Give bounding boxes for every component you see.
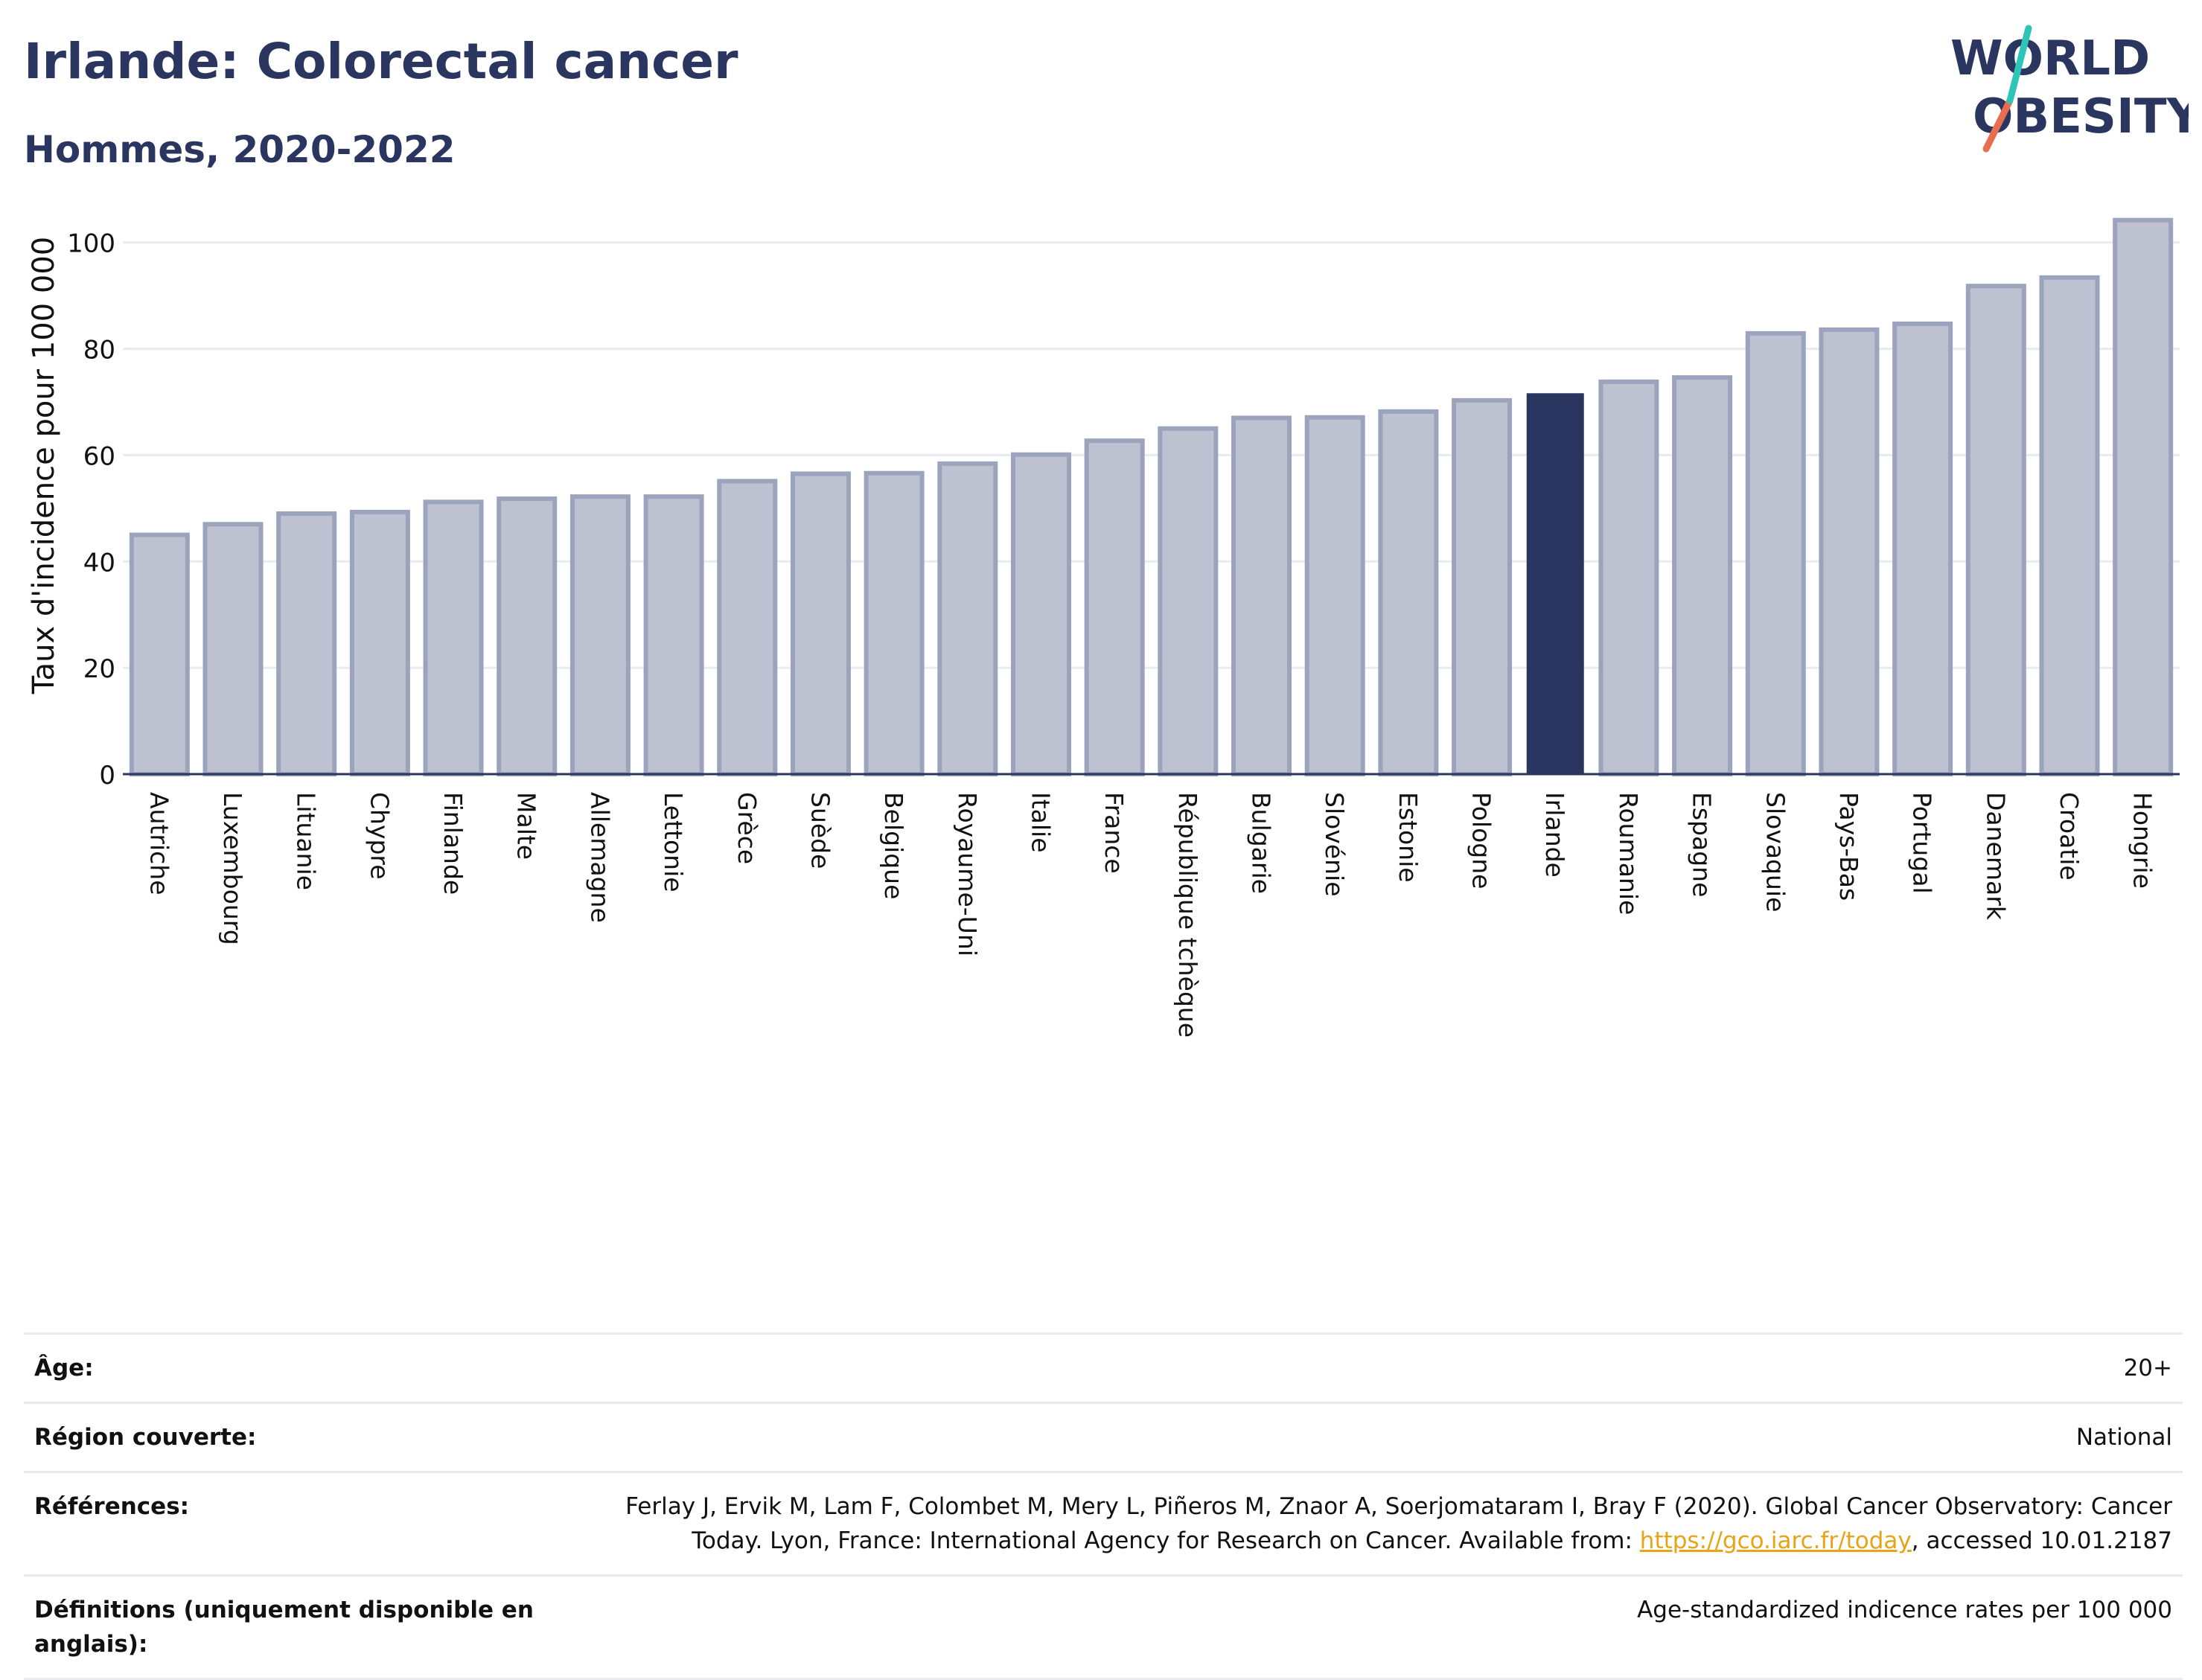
region-value: National — [581, 1402, 2183, 1472]
bar-roumanie — [1598, 379, 1659, 776]
bar-chypre — [349, 509, 410, 776]
bar-hongrie — [2113, 217, 2174, 776]
x-tick-label: Royaume-Uni — [953, 792, 982, 956]
x-tick-label: Belgique — [879, 792, 908, 899]
y-axis-label: Taux d'incidence pour 100 000 — [27, 237, 61, 694]
x-axis-labels: Autriche Luxembourg Lituanie Chypre Finlande… — [144, 792, 2157, 1038]
x-tick-label: Espagne — [1688, 792, 1717, 897]
age-label: Âge: — [24, 1332, 581, 1403]
bar-bulgarie — [1231, 415, 1292, 777]
x-tick-label: Finlande — [438, 792, 467, 895]
x-tick-label: Estonie — [1394, 792, 1423, 883]
bar-italie — [1010, 452, 1071, 776]
bar-gr-ce — [717, 479, 778, 777]
x-tick-label: Croatie — [2055, 792, 2084, 881]
bar-autriche — [129, 532, 190, 776]
references-value: Ferlay J, Ervik M, Lam F, Colombet M, Me… — [581, 1471, 2183, 1576]
bar-slovaquie — [1745, 330, 1806, 777]
x-tick-label: Autriche — [144, 792, 173, 895]
bars — [129, 217, 2174, 777]
x-tick-label: Malte — [512, 792, 541, 860]
x-tick-label: Chypre — [365, 792, 394, 880]
x-tick-label: Lituanie — [292, 792, 321, 890]
bar-slov-nie — [1304, 415, 1365, 776]
chart-subtitle: Hommes, 2020-2022 — [24, 128, 456, 171]
x-tick-label: Portugal — [1908, 792, 1937, 894]
bar-estonie — [1378, 409, 1439, 776]
age-value: 20+ — [581, 1332, 2183, 1403]
bar-portugal — [1892, 322, 1953, 776]
x-tick-label: Bulgarie — [1247, 792, 1276, 894]
x-tick-label: Danemark — [1981, 792, 2010, 921]
references-label: Références: — [24, 1471, 581, 1576]
definitions-value: Age-standardized indicence rates per 100… — [581, 1574, 2183, 1680]
x-tick-label: France — [1100, 792, 1129, 874]
x-tick-label: Hongrie — [2128, 792, 2157, 889]
x-tick-label: Slovénie — [1320, 792, 1349, 897]
bar-pays-bas — [1819, 327, 1880, 777]
bar-su-de — [790, 471, 851, 777]
bar-allemagne — [569, 494, 631, 777]
bar-france — [1084, 438, 1145, 777]
definitions-label: Définitions (uniquement disponible en an… — [24, 1574, 581, 1680]
x-tick-label: Lettonie — [659, 792, 688, 892]
references-text-2: Today. Lyon, France: International Agenc… — [692, 1527, 1640, 1554]
y-tick-label: 100 — [67, 229, 115, 259]
bar-luxembourg — [202, 522, 264, 776]
bar-r-publique-tch-que — [1158, 426, 1219, 776]
meta-row-age: Âge: 20+ — [24, 1332, 2183, 1403]
x-tick-label: Slovaquie — [1761, 792, 1790, 912]
x-tick-label: Roumanie — [1614, 792, 1643, 915]
metadata-table: Âge: 20+ Région couverte: National Référ… — [24, 1332, 2183, 1680]
region-label: Région couverte: — [24, 1402, 581, 1472]
x-tick-label: Italie — [1026, 792, 1055, 853]
y-tick-label: 20 — [83, 654, 115, 684]
meta-row-definitions: Définitions (uniquement disponible en an… — [24, 1574, 2183, 1680]
bar-irlande — [1526, 393, 1584, 775]
x-tick-label: Irlande — [1540, 792, 1569, 878]
x-tick-label: Luxembourg — [218, 792, 247, 945]
references-text-1: Ferlay J, Ervik M, Lam F, Colombet M, Me… — [625, 1493, 2172, 1520]
bar-croatie — [2039, 275, 2100, 777]
bar-chart: 0 20 40 60 80 100 Autriche Luxembourg Lituanie C… — [27, 217, 2180, 1038]
chart-title: Irlande: Colorectal cancer — [24, 33, 738, 90]
bar-malte — [497, 496, 558, 776]
references-link[interactable]: https://gco.iarc.fr/today — [1639, 1527, 1912, 1554]
y-axis-ticks: 0 20 40 60 80 100 — [67, 229, 115, 791]
y-tick-label: 60 — [83, 441, 115, 471]
x-tick-label: Allemagne — [585, 792, 614, 923]
bar-royaume-uni — [937, 461, 998, 776]
x-tick-label: Suède — [805, 792, 834, 869]
bar-pologne — [1452, 397, 1513, 776]
x-tick-label: Pays-Bas — [1834, 792, 1863, 901]
bar-lituanie — [276, 511, 337, 776]
bar-lettonie — [643, 494, 704, 777]
bar-belgique — [864, 470, 925, 776]
world-obesity-logo: WORLD OBESITY — [1950, 25, 2189, 153]
bar-danemark — [1965, 284, 2026, 776]
meta-row-references: Références: Ferlay J, Ervik M, Lam F, Co… — [24, 1471, 2183, 1576]
x-tick-label: Grèce — [733, 792, 762, 864]
references-text-3: , accessed 10.01.2187 — [1911, 1527, 2172, 1554]
bar-espagne — [1672, 375, 1733, 776]
y-tick-label: 80 — [83, 336, 115, 365]
x-tick-label: République tchèque — [1173, 792, 1202, 1038]
y-tick-label: 0 — [99, 761, 115, 791]
x-tick-label: Pologne — [1467, 792, 1496, 889]
bar-finlande — [423, 499, 484, 776]
y-tick-label: 40 — [83, 548, 115, 578]
svg-text:WORLD: WORLD — [1950, 31, 2150, 86]
meta-row-region: Région couverte: National — [24, 1402, 2183, 1472]
